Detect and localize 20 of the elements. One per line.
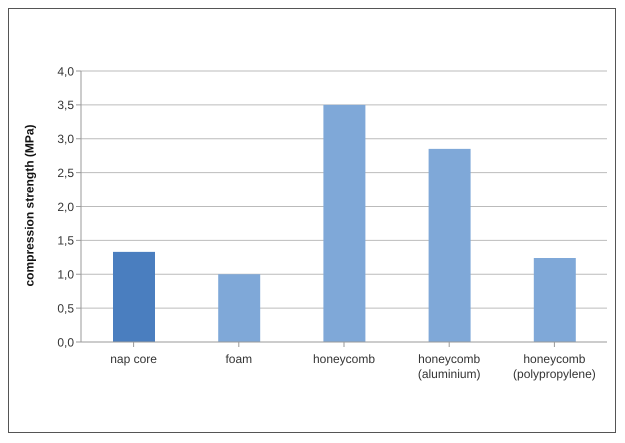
y-tick-label: 3,5 [57,98,74,112]
x-tick-label: foam [225,352,252,366]
x-tick-label: honeycomb (aluminium) [418,352,481,381]
bar [428,148,471,342]
y-tick-label: 1,0 [57,268,74,282]
y-tick-label: 4,0 [57,64,74,78]
x-tick-label: honeycomb (polypropylene) [513,352,596,381]
x-tick-label: nap core [110,352,158,366]
bar [323,104,366,342]
y-tick-label: 2,5 [57,166,74,180]
y-tick-label: 0,5 [57,301,74,316]
y-tick-label: 0,0 [57,335,74,350]
bar [218,274,260,342]
y-tick-label: 3,0 [57,132,74,146]
bar [113,252,155,342]
bar [534,258,576,342]
y-tick-label: 2,0 [57,200,74,214]
x-tick-label: honeycomb [312,352,376,366]
y-axis-title: compression strength (MPa) [22,124,36,286]
y-tick-label: 1,5 [57,234,74,248]
